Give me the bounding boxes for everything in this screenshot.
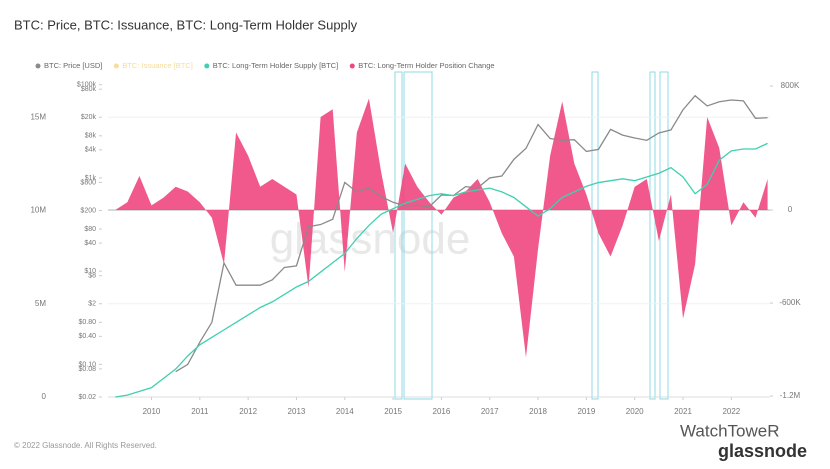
legend-label: BTC: Price [USD] [44,61,102,70]
legend-marker [349,63,355,69]
price-tick-label: $200 [80,207,96,214]
y2-tick-label: 800K [781,81,800,90]
chart-title: BTC: Price, BTC: Issuance, BTC: Long-Ter… [14,17,358,32]
highlight-boxes [394,71,669,400]
price-tick-label: $8k [85,133,97,140]
badge-text: glassnode [718,441,807,461]
price-tick-label: $0.40 [78,333,96,340]
price-tick-label: $4k [85,147,97,154]
y-tick-label: 5M [35,299,46,308]
series-line [175,94,768,373]
legend-label: BTC: Long-Term Holder Position Change [358,61,494,70]
y-tick-label: 10M [30,206,46,215]
highlight-box [403,71,433,400]
x-tick-label: 2017 [481,407,499,416]
badge-text: WatchToweR [680,421,780,440]
x-tick-label: 2015 [384,407,402,416]
y2-tick-label: 0 [788,205,793,214]
x-tick-label: 2022 [722,407,740,416]
x-tick-label: 2010 [143,407,161,416]
legend-marker [35,63,41,69]
x-tick-label: 2012 [239,407,257,416]
legend-label: BTC: Long-Term Holder Supply [BTC] [213,61,338,70]
price-tick-label: $0.02 [78,394,96,401]
highlight-box [394,71,403,400]
y2-tick-label: -1.2M [780,391,801,400]
price-tick-label: $0.10 [78,361,96,368]
x-tick-label: 2013 [288,407,306,416]
highlight-box [591,71,599,400]
legend-marker [113,63,119,69]
price-tick-label: $2 [88,301,96,308]
price-tick-label: $40 [84,240,96,247]
series-line [115,142,768,398]
y-tick-label: 15M [30,112,46,121]
price-tick-label: $1k [85,175,97,182]
x-tick-label: 2019 [577,407,595,416]
x-tick-label: 2014 [336,407,354,416]
price-tick-label: $800 [80,179,96,186]
footer: © 2022 Glassnode. All Rights Reserved. [14,441,157,450]
price-tick-label: $10 [84,268,96,275]
y-tick-label: 0 [42,392,47,401]
legend-label: BTC: Issuance [BTC] [122,61,192,70]
price-tick-label: $80 [84,226,96,233]
y2-tick-label: -600K [779,298,801,307]
x-tick-label: 2018 [529,407,547,416]
x-tick-label: 2020 [626,407,644,416]
highlight-box [649,71,656,400]
price-tick-label: $8 [88,273,96,280]
price-tick-label: $0.08 [78,366,96,373]
price-tick-label: $20k [81,114,97,121]
price-tick-label: $100k [77,82,97,89]
price-tick-label: $0.80 [78,319,96,326]
price-tick-label: $80k [81,86,97,93]
x-tick-label: 2016 [433,407,451,416]
x-tick-label: 2021 [674,407,692,416]
x-tick-label: 2011 [191,407,209,416]
legend-marker [204,63,210,69]
